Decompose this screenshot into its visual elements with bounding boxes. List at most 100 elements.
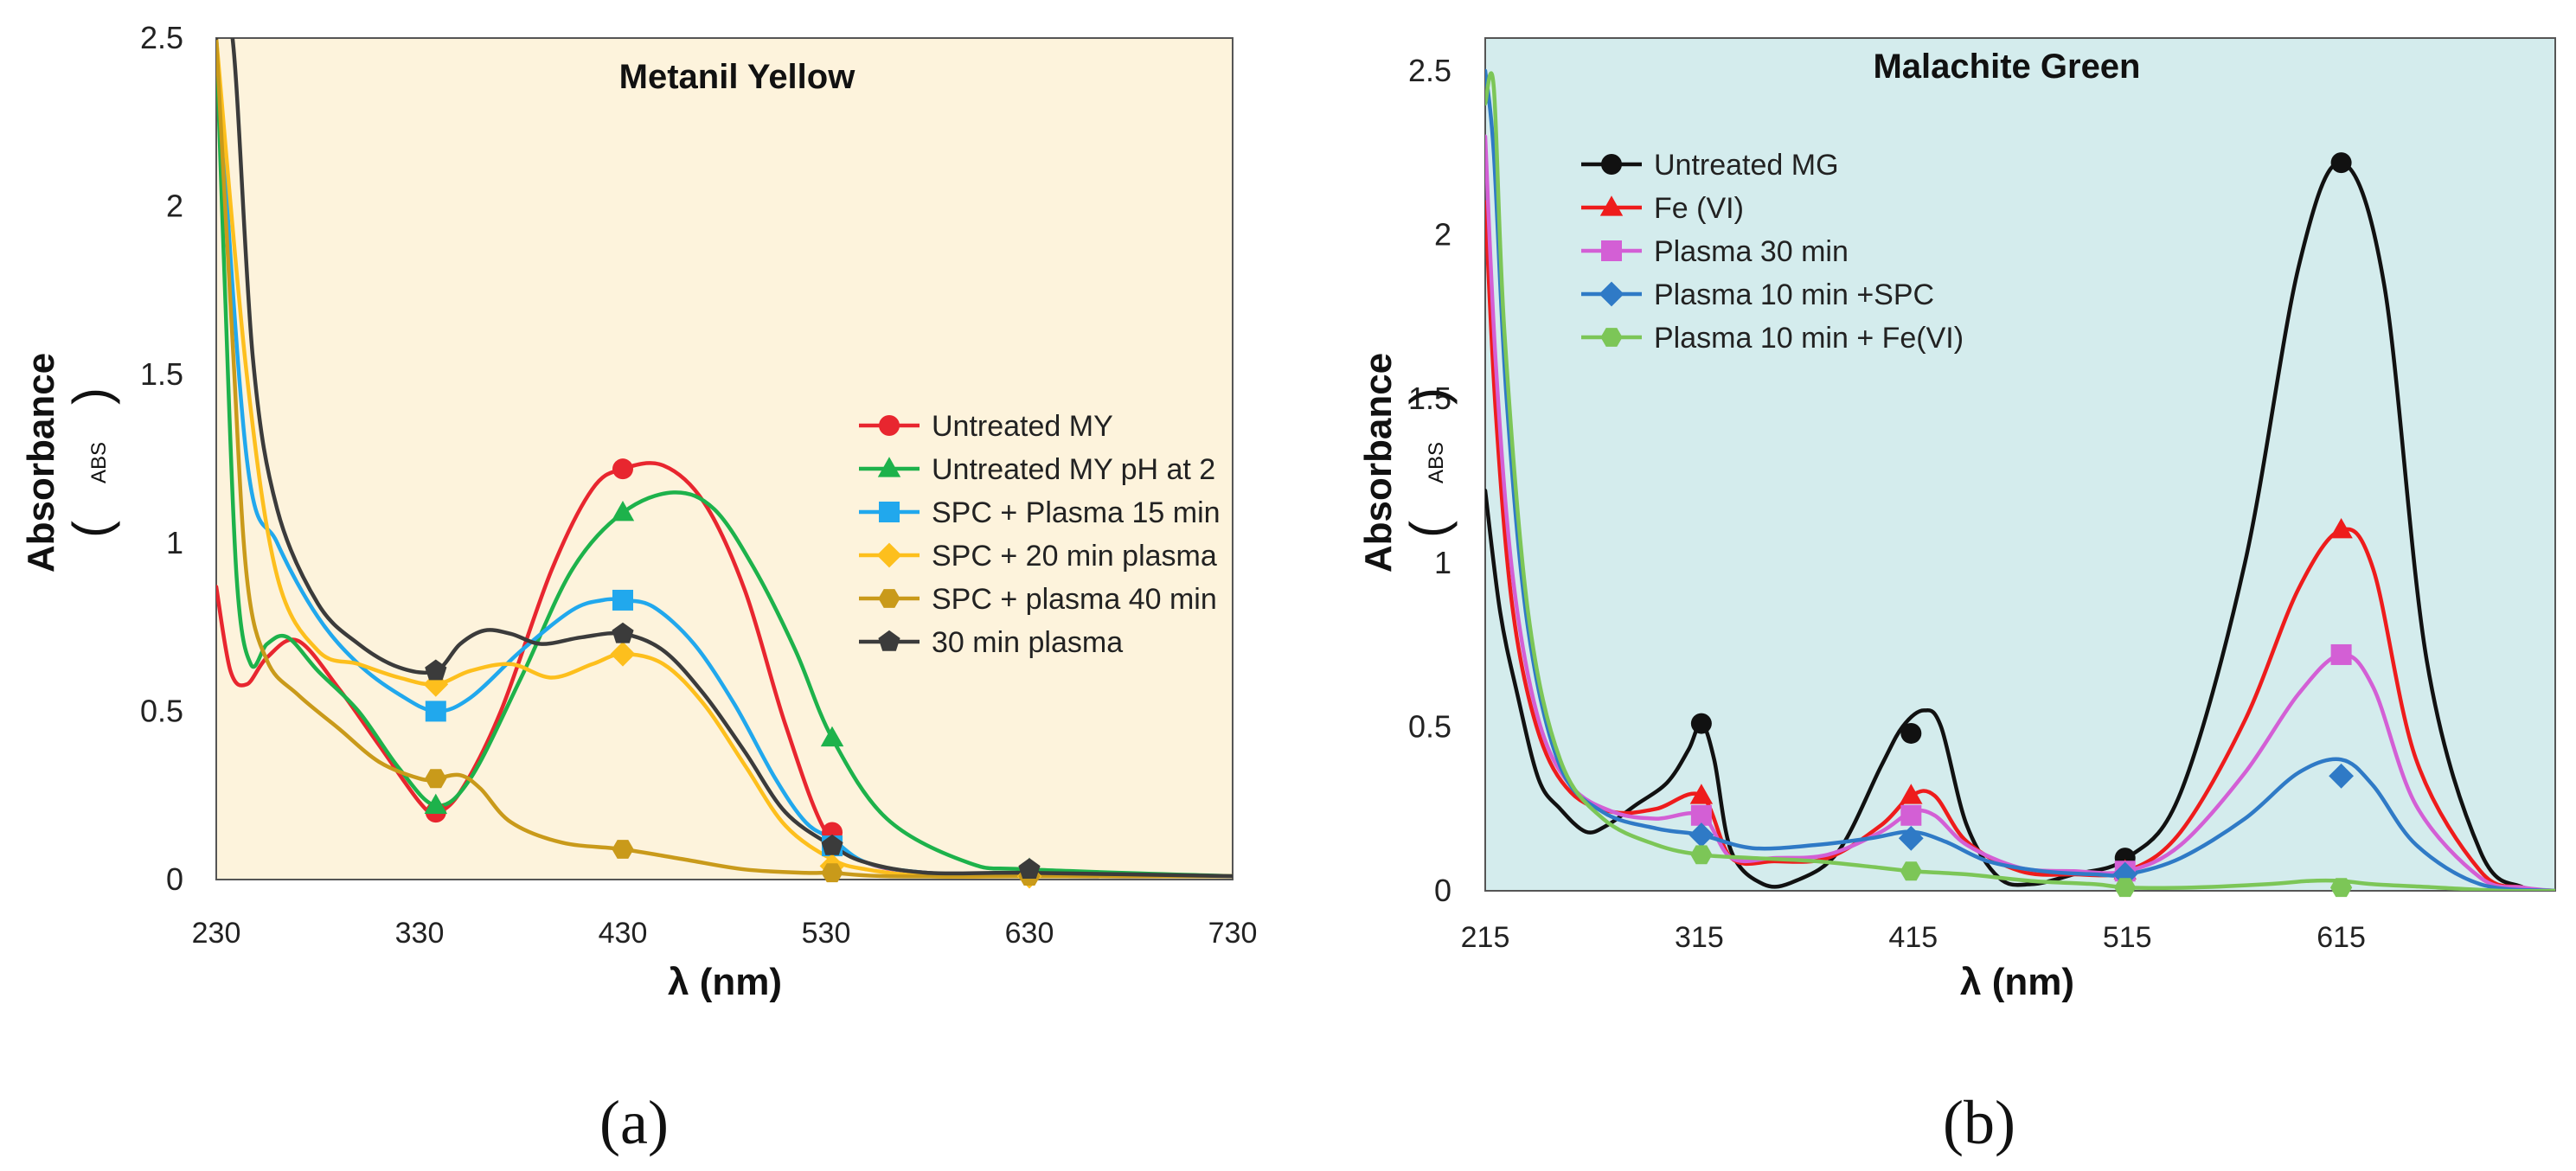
plot-a-series-markers <box>423 458 1042 889</box>
plot-b-y-tick-label: 2.5 <box>1408 53 1451 88</box>
plot-b-y-tick-label: 1 <box>1434 545 1451 580</box>
plot-a-x-tick-label: 430 <box>599 917 648 950</box>
plot-a-legend-item-spc-plasma-40-min: SPC + plasma 40 min <box>859 583 1217 616</box>
plot-b-marker-plasma-10-min-spc <box>1688 822 1714 848</box>
plot-a-marker-30-min-plasma <box>821 834 843 855</box>
plot-b-marker-fe-vi <box>1689 784 1714 804</box>
plot-a-legend-label: Untreated MY pH at 2 <box>932 453 1215 486</box>
plot-a-x-tick-label: 330 <box>395 917 445 950</box>
plot-a-legend-marker <box>879 415 900 436</box>
plot-a-x-tick-label: 730 <box>1208 917 1258 950</box>
plot-a-legend-item-spc-plasma-15-min: SPC + Plasma 15 min <box>859 496 1221 529</box>
plot-b-series-line-untreated-mg <box>1485 160 2555 891</box>
plot-b-legend-label: Plasma 10 min + Fe(VI) <box>1654 322 1964 355</box>
plot-a-legend-marker <box>878 589 900 608</box>
plot-a-legend: Untreated MY Untreated MY pH at 2 SPC + Pl… <box>859 410 1221 659</box>
plot-b-marker-plasma-10-min-fe-vi <box>2330 878 2353 898</box>
plot-b-y-unit-close-paren: ) <box>1400 387 1458 405</box>
plot-a-marker-spc-plasma-40-min <box>821 863 843 883</box>
plot-b-legend-label: Plasma 10 min +SPC <box>1654 278 1934 311</box>
plot-b-y-unit: ABS <box>1425 442 1448 483</box>
plot-b-legend-marker <box>1601 240 1622 261</box>
plot-b-y-tick-label: 2 <box>1434 217 1451 253</box>
plot-a-marker-spc-plasma-15-min <box>425 701 446 722</box>
plot-b-marker-plasma-30-min <box>2330 643 2352 665</box>
plot-a-legend-item-30-min-plasma: 30 min plasma <box>859 626 1123 659</box>
plot-b-marker-untreated-mg <box>1690 713 1712 734</box>
plot-a-legend-item-spc-20-min-plasma: SPC + 20 min plasma <box>859 540 1217 573</box>
plot-a-legend-marker <box>877 457 901 477</box>
plot-a-y-tick-label: 2.5 <box>140 20 183 55</box>
panel-b-malachite-green: 215 315 415 515 615 0 0.5 1 1.5 2 2.5 Malachite Gr… <box>1357 37 2556 1157</box>
plot-a-marker-30-min-plasma <box>612 622 634 643</box>
plot-a-marker-untreated-my-ph-at-2 <box>611 501 635 522</box>
plot-a-marker-spc-plasma-40-min <box>425 769 447 789</box>
plot-b-legend: Untreated MG Fe (VI) Plasma 30 min Plasma 1… <box>1581 149 1964 355</box>
plot-b-legend-item-untreated-mg: Untreated MG <box>1581 149 1839 182</box>
plot-b-legend-marker <box>1600 328 1623 347</box>
plot-b-marker-fe-vi <box>1900 784 1923 804</box>
plot-b-legend-label: Untreated MG <box>1654 149 1839 182</box>
plot-b-y-unit-open-paren: ( <box>1400 521 1458 538</box>
plot-b-x-tick-label: 315 <box>1675 921 1724 954</box>
plot-a-y-unit-close-paren: ) <box>62 387 120 405</box>
plot-b-marker-plasma-10-min-fe-vi <box>1690 845 1713 865</box>
plot-b-legend-label: Plasma 30 min <box>1654 235 1849 268</box>
plot-a-x-tick-label: 230 <box>192 917 241 950</box>
plot-a-marker-30-min-plasma <box>425 659 447 681</box>
plot-a-y-unit-open-paren: ( <box>62 521 120 538</box>
plot-b-marker-plasma-30-min <box>1690 804 1712 826</box>
plot-a-marks: 230 330 430 530 630 730 0 0.5 1 1.5 2 2.5 <box>140 20 1258 950</box>
plot-b-y-tick-label: 0.5 <box>1408 708 1451 744</box>
plot-a-legend-item-untreated-my-ph-at-2: Untreated MY pH at 2 <box>859 453 1215 486</box>
plot-b-x-axis-title: λ (nm) <box>1960 961 2074 1003</box>
plot-b-series-line-plasma-30-min <box>1485 134 2555 891</box>
plot-b-marker-plasma-10-min-spc <box>1898 825 1924 851</box>
panel-a-metanil-yellow: 230 330 430 530 630 730 0 0.5 1 1.5 2 2.5 Metanil Y… <box>20 20 1258 1157</box>
plot-b-marker-untreated-mg <box>1900 722 1922 744</box>
plot-b-y-tick-label: 1.5 <box>1408 381 1451 416</box>
plot-b-x-tick-label: 415 <box>1888 921 1938 954</box>
panel-label-b: (b) <box>1943 1088 2015 1157</box>
plot-a-legend-label: SPC + Plasma 15 min <box>932 496 1221 529</box>
plot-b-marker-plasma-10-min-fe-vi <box>2114 878 2137 898</box>
plot-a-marker-untreated-my <box>612 458 633 480</box>
plot-a-y-unit: ABS <box>87 442 111 483</box>
plot-a-y-tick-label: 1 <box>166 525 183 560</box>
plot-a-y-tick-label: 1.5 <box>140 356 183 392</box>
plot-a-background <box>215 37 1234 880</box>
plot-b-legend-item-plasma-30-min: Plasma 30 min <box>1581 235 1849 268</box>
plot-a-marker-30-min-plasma <box>1018 858 1041 879</box>
plot-a-x-axis-title: λ (nm) <box>668 961 782 1003</box>
plot-a-legend-marker <box>879 502 900 522</box>
plot-b-marks: 215 315 415 515 615 0 0.5 1 1.5 2 2.5 <box>1408 53 2555 954</box>
plot-a-title: Metanil Yellow <box>619 58 856 96</box>
plot-b-marker-untreated-mg <box>2330 152 2352 174</box>
plot-b-marker-fe-vi <box>2329 518 2353 539</box>
plot-a-x-tick-label: 630 <box>1005 917 1054 950</box>
plot-a-legend-marker <box>878 630 900 651</box>
plot-b-legend-item-plasma-10-min-spc: Plasma 10 min +SPC <box>1581 278 1934 311</box>
plot-b-legend-item-fe-vi: Fe (VI) <box>1581 192 1744 225</box>
plot-b-legend-marker <box>1599 281 1624 307</box>
plot-a-series-line-30-min-plasma <box>216 38 1233 879</box>
plot-b-x-tick-label: 515 <box>2103 921 2152 954</box>
plot-b-series-markers <box>1688 152 2354 898</box>
plot-a-legend-label: 30 min plasma <box>932 626 1123 659</box>
plot-a-y-axis-title: Absorbance <box>20 353 62 573</box>
plot-b-marker-plasma-30-min <box>1900 804 1922 826</box>
plot-a-marker-untreated-my-ph-at-2 <box>424 793 447 814</box>
plot-a-series-line-untreated-my-ph-at-2 <box>216 38 1233 879</box>
plot-b-legend-marker <box>1599 195 1624 216</box>
plot-b-series-line-plasma-10-min-fe-vi <box>1485 71 2555 891</box>
plot-a-y-tick-label: 0 <box>166 861 183 897</box>
plot-b-marker-plasma-10-min-fe-vi <box>1900 861 1922 881</box>
plot-b-legend-label: Fe (VI) <box>1654 192 1744 225</box>
plot-b-title: Malachite Green <box>1873 48 2140 86</box>
plot-b-legend-item-plasma-10-min-fe-vi: Plasma 10 min + Fe(VI) <box>1581 322 1964 355</box>
plot-a-marker-untreated-my-ph-at-2 <box>820 726 844 747</box>
plot-b-x-tick-label: 215 <box>1461 921 1510 954</box>
plot-b-marker-plasma-10-min-spc <box>2329 763 2354 789</box>
plot-a-legend-label: SPC + 20 min plasma <box>932 540 1217 573</box>
